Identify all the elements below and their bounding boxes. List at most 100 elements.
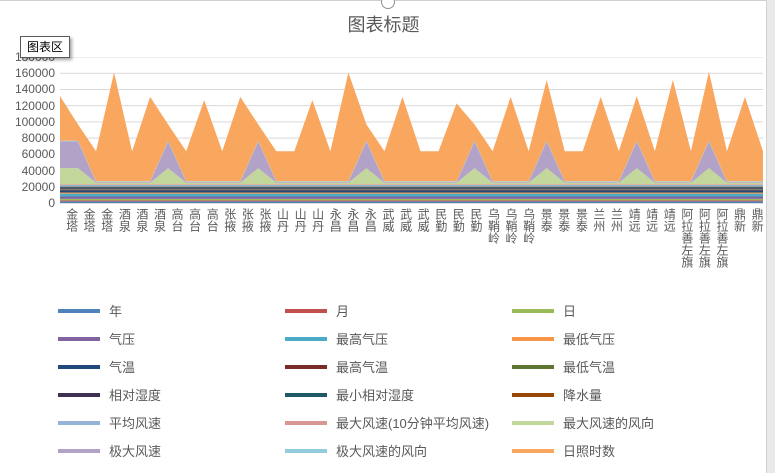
selection-handle-icon[interactable] — [381, 0, 395, 9]
legend-item[interactable]: 最小相对湿度 — [285, 386, 512, 403]
area-series-极大风速的风向[interactable] — [60, 140, 763, 182]
legend-label: 极大风速 — [109, 444, 162, 459]
x-axis-label: 高台 — [187, 208, 202, 232]
legend-swatch — [285, 392, 327, 397]
area-series-降水量[interactable] — [60, 186, 763, 188]
y-axis-label: 160000 — [14, 66, 55, 81]
legend-item[interactable]: 气温 — [58, 358, 285, 375]
x-axis-label: 靖远 — [662, 208, 677, 232]
x-axis-label: 山丹 — [293, 208, 308, 232]
x-axis-label: 阿拉善左旗 — [679, 208, 694, 268]
legend-label: 气温 — [109, 360, 136, 375]
x-axis-label: 靖远 — [627, 208, 642, 232]
area-series-日[interactable] — [60, 198, 763, 201]
area-series-极大风速[interactable] — [60, 141, 763, 183]
legend-label: 最低气压 — [563, 332, 616, 347]
legend-label: 最大风速(10分钟平均风速) — [336, 416, 490, 431]
legend-item[interactable]: 最低气温 — [512, 358, 764, 375]
x-axis-label: 张掖 — [222, 208, 237, 232]
legend-swatch — [58, 392, 100, 397]
legend-item[interactable]: 最高气压 — [285, 330, 512, 347]
legend-swatch — [58, 308, 100, 313]
legend-swatch — [512, 448, 554, 453]
x-axis-label: 武威 — [416, 208, 431, 232]
x-axis-label: 景泰 — [556, 208, 571, 232]
legend-item[interactable]: 年 — [58, 302, 285, 319]
x-axis-label: 永昌 — [328, 208, 343, 232]
chart-title[interactable]: 图表标题 — [347, 15, 420, 35]
x-axis-label: 乌鞘岭 — [504, 208, 519, 244]
y-axis-label: 120000 — [14, 98, 55, 113]
x-axis-label: 民勤 — [433, 208, 448, 232]
area-series-最高气压[interactable] — [60, 193, 763, 197]
x-axis-label: 靖远 — [644, 208, 659, 232]
legend-item[interactable]: 降水量 — [512, 386, 764, 403]
legend-item[interactable]: 日照时数 — [512, 442, 764, 459]
y-axis-label: 80000 — [21, 131, 55, 146]
x-axis-label: 张掖 — [240, 208, 255, 232]
legend-item[interactable]: 极大风速 — [58, 442, 285, 459]
legend-item[interactable]: 相对湿度 — [58, 386, 285, 403]
legend-label: 降水量 — [563, 388, 603, 403]
legend-swatch — [58, 364, 100, 369]
legend-swatch — [285, 420, 327, 425]
area-series-气压[interactable] — [60, 196, 763, 199]
area-series-年[interactable] — [60, 201, 763, 203]
legend-swatch — [58, 420, 100, 425]
legend-item[interactable]: 最低气压 — [512, 330, 764, 347]
legend-swatch — [512, 392, 554, 397]
legend-swatch — [512, 364, 554, 369]
legend-label: 最小相对湿度 — [336, 388, 415, 403]
chart-area-tooltip: 图表区 — [20, 36, 71, 58]
x-axis-label: 酒泉 — [152, 208, 167, 232]
area-series-最低气压[interactable] — [60, 192, 763, 194]
x-axis-label: 景泰 — [574, 208, 589, 232]
area-series-相对湿度[interactable] — [60, 188, 763, 190]
legend-swatch — [512, 420, 554, 425]
y-axis-label: 140000 — [14, 82, 55, 97]
x-axis-label: 高台 — [205, 208, 220, 232]
legend-label: 最大风速的风向 — [563, 416, 655, 431]
y-axis-label: 20000 — [21, 179, 55, 194]
x-axis-label: 金塔 — [99, 208, 114, 232]
y-axis-label: 100000 — [14, 114, 55, 129]
legend: 年 月 日气压 最高气压 最低气压气温 最高气温 最低气温相对湿度 最小相对湿度 降水量平均风速… — [58, 302, 764, 459]
x-axis-label: 鼎新 — [732, 208, 747, 232]
legend-label: 日照时数 — [563, 444, 616, 459]
x-axis-label: 兰州 — [609, 208, 624, 232]
area-series-最高气温[interactable] — [60, 189, 763, 191]
legend-swatch — [58, 336, 100, 341]
area-series-平均风速[interactable] — [60, 184, 763, 187]
x-axis-label: 阿拉善左旗 — [714, 208, 729, 268]
x-axis-label: 酒泉 — [134, 208, 149, 232]
legend-item[interactable]: 最大风速的风向 — [512, 414, 764, 431]
legend-item[interactable]: 月 — [285, 302, 512, 319]
x-axis-label: 山丹 — [275, 208, 290, 232]
x-axis-label: 酒泉 — [117, 208, 132, 232]
x-axis-label: 金塔 — [82, 208, 97, 232]
legend-item[interactable]: 日 — [512, 302, 764, 319]
x-axis-label: 金塔 — [64, 208, 79, 232]
legend-item[interactable]: 平均风速 — [58, 414, 285, 431]
area-series-日照时数[interactable] — [60, 71, 763, 182]
legend-item[interactable]: 最大风速(10分钟平均风速) — [285, 414, 512, 431]
legend-item[interactable]: 气压 — [58, 330, 285, 347]
window-edge-strip[interactable] — [766, 0, 775, 473]
area-series-最低气温[interactable] — [60, 189, 763, 190]
legend-item[interactable]: 极大风速的风向 — [285, 442, 512, 459]
legend-swatch — [285, 336, 327, 341]
legend-swatch — [512, 336, 554, 341]
legend-swatch — [512, 308, 554, 313]
area-series-月[interactable] — [60, 200, 763, 202]
area-series-最小相对湿度[interactable] — [60, 187, 763, 189]
legend-item[interactable]: 最高气温 — [285, 358, 512, 375]
x-axis-label: 永昌 — [363, 208, 378, 232]
y-axis-label: 60000 — [21, 147, 55, 162]
plot-area[interactable] — [60, 57, 763, 204]
x-axis-label: 张掖 — [257, 208, 272, 232]
x-axis-label: 武威 — [380, 208, 395, 232]
area-series-最大风速(10分钟平均风速)[interactable] — [60, 184, 763, 185]
area-series-气温[interactable] — [60, 190, 763, 193]
legend-swatch — [285, 308, 327, 313]
